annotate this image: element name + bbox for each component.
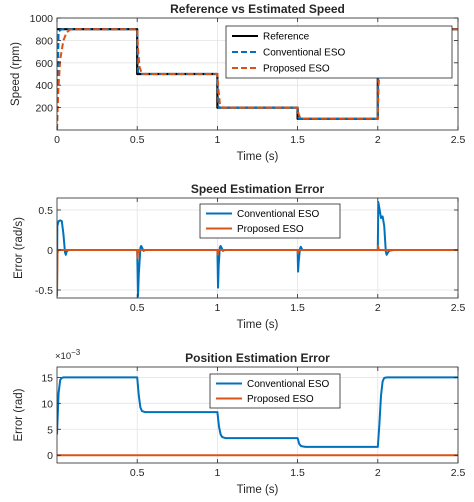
y-tick-label: 0 (47, 245, 53, 257)
chart-title: Speed Estimation Error (191, 182, 325, 196)
series-group (57, 376, 458, 457)
x-tick-label: 2 (375, 302, 381, 314)
legend-box (225, 25, 453, 79)
legend-label-1: Conventional ESO (247, 379, 329, 390)
legend: Conventional ESO Proposed ESO (209, 373, 341, 409)
legend: Reference Conventional ESO Proposed ESO (225, 25, 453, 79)
y-axis-label: Error (rad) (13, 388, 25, 441)
x-tick-label: 1 (214, 467, 220, 479)
legend-label-2: Conventional ESO (263, 48, 345, 59)
series-group (57, 201, 458, 298)
x-axis-label: Time (s) (237, 319, 279, 331)
axes-box (56, 197, 459, 299)
y-tick-label: 0.5 (38, 205, 53, 217)
y-tick-label: 600 (35, 58, 53, 70)
x-tick-label: 1.5 (290, 134, 305, 146)
y-tick-label: 1000 (30, 13, 54, 25)
chart-title: Reference vs Estimated Speed (170, 2, 345, 16)
series-line-2 (57, 245, 458, 297)
series-line-2 (57, 28, 458, 130)
legend-label-3: Proposed ESO (263, 64, 330, 75)
y-tick-label: 400 (35, 80, 53, 92)
y-tick-label: 0 (47, 450, 53, 462)
x-tick-label: 2.5 (451, 467, 466, 479)
series-line-1 (57, 376, 458, 448)
chart-title: Position Estimation Error (185, 351, 330, 365)
y-axis-label: Error (rad/s) (13, 217, 25, 279)
legend-label-1: Reference (263, 32, 310, 43)
x-tick-label: 0.5 (130, 467, 145, 479)
chart-panel-2: 0.5 1 1.5 2 2.5 -0.5 0 0.5 Speed Estimation Erro… (13, 182, 465, 331)
axes-box (56, 366, 459, 464)
x-axis-label: Time (s) (237, 484, 279, 496)
chart-panel-3: 0.5 1 1.5 2 2.5 0 5 10 15 Position Estimation Err… (13, 348, 465, 496)
x-axis-label: Time (s) (237, 151, 279, 163)
y-tick-label: 800 (35, 35, 53, 47)
legend-label-2: Proposed ESO (247, 394, 314, 405)
axis-exponent-power: −3 (71, 348, 81, 357)
axis-exponent-base: ×10 (55, 351, 71, 362)
x-tick-label: 0 (54, 134, 60, 146)
x-tick-label: 1.5 (290, 467, 305, 479)
y-tick-label: 5 (47, 424, 53, 436)
legend-box (199, 203, 341, 239)
y-tick-label: 200 (35, 103, 53, 115)
x-tick-label: 2 (375, 134, 381, 146)
legend-label-1: Conventional ESO (237, 209, 319, 220)
x-tick-label: 0.5 (130, 302, 145, 314)
x-tick-label: 1 (214, 302, 220, 314)
x-tick-label: 1.5 (290, 302, 305, 314)
axis-exponent: ×10−3 (55, 348, 81, 362)
x-tick-label: 2.5 (451, 134, 466, 146)
series-line-3 (57, 28, 458, 130)
legend: Conventional ESO Proposed ESO (199, 203, 341, 239)
x-tick-label: 2 (375, 467, 381, 479)
y-tick-label: 10 (41, 398, 53, 410)
x-tick-label: 2.5 (451, 302, 466, 314)
y-tick-label: 15 (41, 372, 53, 384)
series-line-1 (57, 201, 458, 298)
legend-box (209, 373, 341, 409)
chart-panel-1: 0 0.5 1 1.5 2 2.5 200 400 600 800 1000 Reference vs… (10, 2, 465, 163)
y-tick-label: -0.5 (35, 285, 53, 297)
x-tick-label: 0.5 (130, 134, 145, 146)
x-tick-label: 1 (214, 134, 220, 146)
y-axis-label: Speed (rpm) (10, 42, 22, 106)
legend-label-2: Proposed ESO (237, 224, 304, 235)
axes-box (56, 17, 459, 131)
